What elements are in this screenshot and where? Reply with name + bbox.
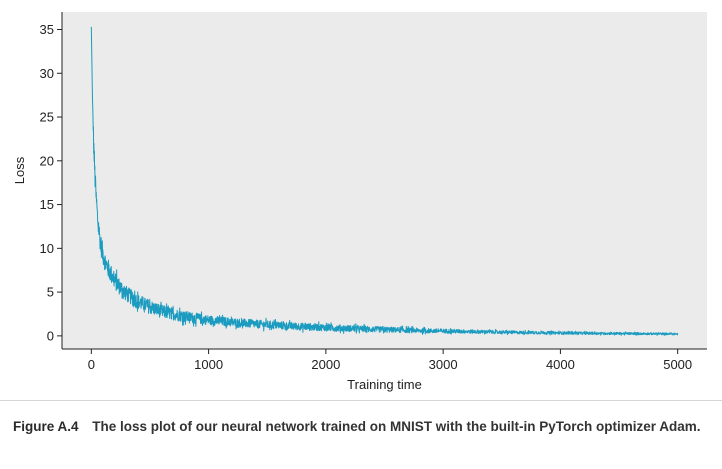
loss-series-line xyxy=(90,26,679,336)
plot-area xyxy=(62,12,707,349)
caption-text: The loss plot of our neural network trai… xyxy=(92,419,701,434)
y-tick-label: 30 xyxy=(40,66,54,81)
figure-number: Figure A.4 xyxy=(13,419,79,434)
y-tick-label: 15 xyxy=(40,197,54,212)
x-axis-title: Training time xyxy=(347,377,422,392)
y-tick-label: 20 xyxy=(40,153,54,168)
figure-caption: Figure A.4 The loss plot of our neural n… xyxy=(13,417,713,437)
y-tick-label: 10 xyxy=(40,241,54,256)
x-tick-label: 1000 xyxy=(194,357,223,372)
x-tick-label: 2000 xyxy=(311,357,340,372)
y-tick-label: 35 xyxy=(40,22,54,37)
y-tick-label: 5 xyxy=(47,285,54,300)
x-tick-label: 4000 xyxy=(546,357,575,372)
y-tick-label: 25 xyxy=(40,110,54,125)
axes: 0 5 10 15 20 25 30 35 0 1000 2000 3000 4000 5000 xyxy=(40,12,707,372)
loss-chart: 0 5 10 15 20 25 30 35 0 1000 2000 3000 4000 5000 Trai… xyxy=(12,12,707,392)
series-layer xyxy=(90,26,679,336)
y-tick-label: 0 xyxy=(47,328,54,343)
x-tick-label: 0 xyxy=(88,357,95,372)
x-tick-label: 5000 xyxy=(663,357,692,372)
y-axis-title: Loss xyxy=(12,156,27,184)
caption-divider xyxy=(0,400,722,401)
x-tick-label: 3000 xyxy=(429,357,458,372)
